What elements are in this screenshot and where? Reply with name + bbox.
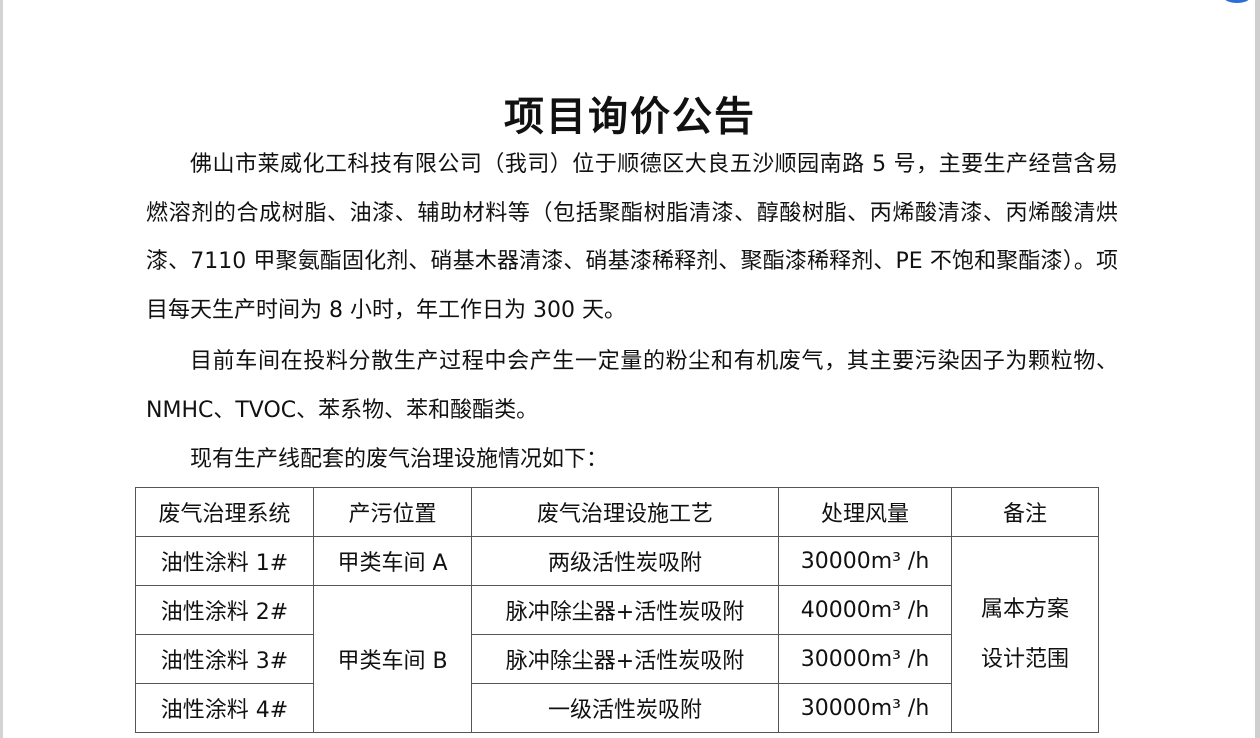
page-title: 项目询价公告 (504, 94, 756, 140)
remark-line: 设计范围 (980, 646, 1069, 672)
header-cell: 备注 (951, 487, 1099, 537)
flow-cell: 40000m³ /h (778, 585, 952, 635)
paragraph-pollutants: 目前车间在投料分散生产过程中会产生一定量的粉尘和有机废气，其主要污染因子为颗粒物… (146, 349, 1118, 423)
viewer-scrollbar[interactable] (1255, 0, 1260, 738)
viewer-left-edge (0, 0, 3, 738)
remark-line: 属本方案 (980, 596, 1069, 622)
process-cell: 两级活性炭吸附 (471, 536, 779, 586)
flow-cell: 30000m³ /h (778, 683, 952, 733)
header-cell: 废气治理设施工艺 (471, 487, 779, 537)
facilities-table: 废气治理系统 产污位置 废气治理设施工艺 处理风量 备注 油性涂料 1# 甲类车… (135, 487, 1099, 733)
flow-cell: 30000m³ /h (778, 536, 952, 586)
remark-cell: 属本方案 设计范围 (951, 536, 1099, 733)
location-cell: 甲类车间 B (313, 585, 472, 733)
table-row: 油性涂料 2# 甲类车间 B 脉冲除尘器+活性炭吸附 40000m³ /h (135, 585, 1099, 733)
table-row: 油性涂料 3# 脉冲除尘器+活性炭吸附 30000m³ /h (135, 634, 1099, 684)
process-cell: 脉冲除尘器+活性炭吸附 (471, 585, 779, 635)
table-row: 油性涂料 4# 一级活性炭吸附 30000m³ /h (135, 683, 1099, 733)
header-cell: 废气治理系统 (135, 487, 314, 537)
paragraph-facilities-intro: 现有生产线配套的废气治理设施情况如下： (190, 447, 609, 472)
system-cell: 油性涂料 3# (135, 634, 314, 684)
header-cell: 处理风量 (778, 487, 952, 537)
table-row: 油性涂料 1# 甲类车间 A 两级活性炭吸附 30000m³ /h 属本方案 设… (135, 536, 1099, 733)
process-cell: 脉冲除尘器+活性炭吸附 (471, 634, 779, 684)
system-cell: 油性涂料 4# (135, 683, 314, 733)
system-cell: 油性涂料 2# (135, 585, 314, 635)
header-cell: 产污位置 (313, 487, 472, 537)
location-cell: 甲类车间 A (313, 536, 472, 586)
table-header-row: 废气治理系统 产污位置 废气治理设施工艺 处理风量 备注 (135, 487, 1099, 537)
system-cell: 油性涂料 1# (135, 536, 314, 586)
process-cell: 一级活性炭吸附 (471, 683, 779, 733)
flow-cell: 30000m³ /h (778, 634, 952, 684)
paragraph-company-intro: 佛山市莱威化工科技有限公司（我司）位于顺德区大良五沙顺园南路 5 号，主要生产经… (146, 152, 1118, 323)
floating-button-icon[interactable] (1225, 0, 1249, 3)
